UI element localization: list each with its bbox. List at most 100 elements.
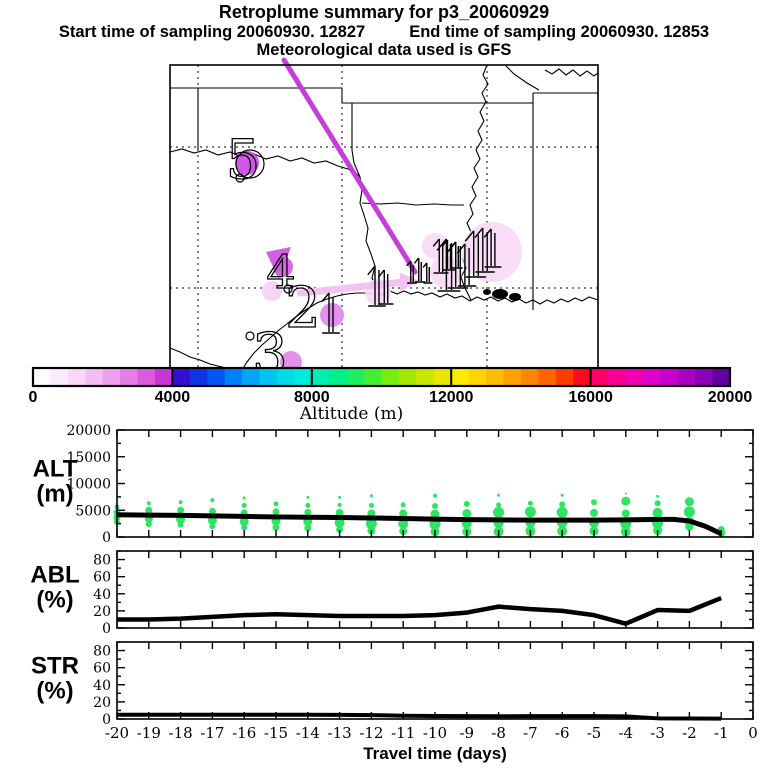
x-tick-label: -5 <box>587 724 602 742</box>
day-digit-1 <box>450 241 463 269</box>
y-tick-label: 0 <box>102 712 111 728</box>
particle-dot <box>272 523 280 531</box>
x-tick-label: -17 <box>200 724 224 742</box>
colorbar-segment <box>398 368 417 386</box>
colorbar-segment <box>329 368 348 386</box>
y-tick-label: 20 <box>93 604 111 620</box>
particle-dot <box>497 493 501 497</box>
colorbar-segment <box>154 368 173 386</box>
x-tick-label: -4 <box>618 724 633 742</box>
x-tick-label: -3 <box>650 724 665 742</box>
particle-dot <box>527 500 533 506</box>
x-tick-label: -18 <box>169 724 193 742</box>
particle-dot <box>146 501 151 506</box>
day-digit-1 <box>377 269 394 305</box>
colorbar-segment <box>433 368 452 386</box>
colorbar-segment <box>416 368 435 386</box>
trajectory-line <box>281 57 418 275</box>
particle-dot <box>621 496 631 506</box>
x-tick-label: -12 <box>359 724 383 742</box>
y-tick-label: 40 <box>93 678 111 694</box>
x-tick-label: -19 <box>137 724 161 742</box>
particle-dot <box>624 492 627 495</box>
day-digit-1 <box>441 239 456 271</box>
panel-ticks <box>116 429 754 538</box>
colorbar-segment <box>311 368 330 386</box>
x-tick-label: -11 <box>391 724 415 742</box>
colorbar-segment <box>33 368 51 386</box>
y-tick-label: 60 <box>93 570 111 586</box>
particle-dot <box>656 494 660 498</box>
panel-alt: 0 5000 10000 15000 20000 ALT(m) <box>33 423 754 546</box>
y-tick-label: 15000 <box>66 450 111 466</box>
particle-dot <box>524 506 536 518</box>
met-data-label: Meteorological data used is GFS <box>256 41 512 59</box>
colorbar-segment <box>364 368 382 386</box>
axis-label-line: (%) <box>36 587 73 614</box>
particle-dot <box>685 522 694 531</box>
colorbar-segment <box>555 368 574 386</box>
day-digit-1 <box>367 265 386 307</box>
y-tick-labels: 0 5000 10000 15000 20000 <box>66 423 111 546</box>
x-tick-label: -15 <box>264 724 288 742</box>
particle-dot <box>493 506 505 518</box>
colorbar-tick-label: 12000 <box>429 389 474 406</box>
y-tick-label: 5000 <box>75 503 111 519</box>
plume-blob <box>422 233 448 259</box>
x-tick-label: -20 <box>105 724 129 742</box>
particle-dot <box>590 508 598 517</box>
colorbar-tick-label: 20000 <box>708 389 753 406</box>
colorbar-tick-labels: 0 4000 8000 12000 16000 20000 <box>29 389 753 406</box>
x-tick-label: -14 <box>296 724 320 742</box>
particle-dot <box>209 523 216 530</box>
particle-dot <box>433 493 437 498</box>
particle-dot <box>208 507 216 515</box>
particle-dot <box>684 497 694 507</box>
day-digit-1 <box>483 228 502 268</box>
str-series-line <box>117 712 722 721</box>
particle-dot <box>304 508 312 516</box>
particle-dot <box>400 502 406 508</box>
colorbar-segment <box>242 368 261 386</box>
particle-dot <box>273 501 279 507</box>
particle-dot <box>239 516 249 526</box>
colorbar-segment <box>573 368 592 386</box>
start-time-label: Start time of sampling 20060930. 12827 <box>58 23 366 41</box>
particle-dot <box>398 518 409 529</box>
colorbar-segment <box>50 368 69 386</box>
x-tick-label: -9 <box>459 724 474 742</box>
particle-dot <box>621 509 630 518</box>
day-digit-1 <box>321 292 340 334</box>
particle-dot <box>272 508 280 516</box>
colorbar-segment <box>381 368 400 386</box>
y-tick-label: 20 <box>93 695 111 711</box>
particle-dot <box>556 506 568 518</box>
day-digit-1 <box>436 238 461 292</box>
colorbar-segment <box>67 368 86 386</box>
y-tick-label: 40 <box>93 587 111 603</box>
y-tick-label: 10000 <box>66 477 111 493</box>
abl-axis-label: ABL(%) <box>30 562 79 614</box>
colorbar-segment <box>486 368 504 386</box>
x-tick-label: -10 <box>423 724 447 742</box>
colorbar-segment <box>346 368 365 386</box>
particle-dot <box>304 524 312 532</box>
particle-dot <box>306 495 310 499</box>
day-digit-1 <box>474 227 495 273</box>
colorbar-segment <box>590 368 609 386</box>
particle-dot <box>177 521 184 528</box>
particle-dot <box>496 502 502 508</box>
panel-ticks <box>116 550 754 629</box>
x-tick-label: -16 <box>232 724 256 742</box>
colorbar-tick-label: 8000 <box>294 389 330 406</box>
axis-label-line: (m) <box>36 481 73 508</box>
particle-dot <box>430 509 440 519</box>
particle-dot <box>241 502 247 508</box>
colorbar-frame <box>31 366 732 388</box>
y-tick-label: 0 <box>102 621 111 637</box>
colorbar-segment <box>520 368 539 386</box>
figure-title: Retroplume summary for p3_20060929 <box>218 2 550 22</box>
lakes <box>483 289 521 301</box>
colorbar-segment <box>451 368 470 386</box>
